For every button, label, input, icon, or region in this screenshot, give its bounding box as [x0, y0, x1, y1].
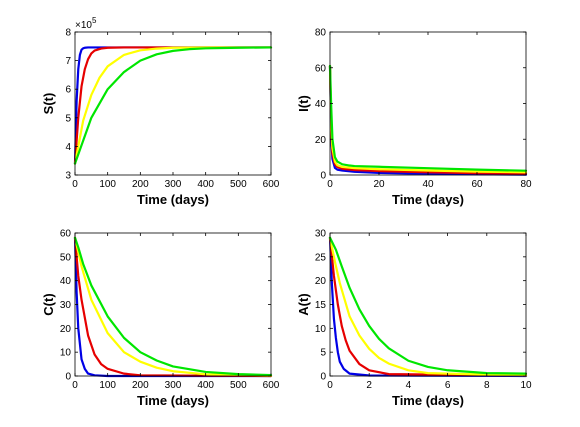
series-line-3: [328, 64, 528, 174]
series-line-1: [328, 64, 528, 176]
x-axis-label: Time (days): [392, 393, 464, 408]
y-tick-label: 40: [60, 276, 72, 287]
x-tick-label: 0: [72, 380, 78, 391]
x-tick-label: 500: [230, 380, 247, 391]
series-line-4: [73, 46, 273, 165]
series-line-3: [328, 236, 528, 377]
x-tick-label: 400: [197, 380, 214, 391]
x-tick-label: 300: [165, 179, 182, 190]
x-tick-label: 200: [132, 179, 149, 190]
axes-box: [329, 232, 527, 377]
y-tick-label: 0: [320, 171, 326, 182]
axes-box: [74, 31, 272, 176]
y-tick-label: 0: [320, 372, 326, 383]
axes-box: [329, 31, 527, 176]
series-line-1: [328, 236, 528, 378]
series-line-3: [73, 46, 273, 165]
series-line-2: [73, 46, 273, 165]
y-tick-label: 30: [60, 300, 72, 311]
x-tick-label: 200: [132, 380, 149, 391]
x-tick-label: 0: [72, 179, 78, 190]
x-axis-label: Time (days): [137, 393, 209, 408]
series-line-4: [328, 64, 528, 172]
panel-4: 0 2 4 6 8 10 0 5 10 15 20 25 30 Time (days) A(t): [296, 229, 532, 409]
y-tick-label: 60: [60, 229, 72, 240]
y-tick-label: 5: [65, 113, 71, 124]
series-line-4: [73, 236, 273, 377]
axes-box: [74, 232, 272, 377]
y-tick-label: 20: [315, 135, 327, 146]
y-tick-label: 10: [60, 348, 72, 359]
y-tick-label: 7: [65, 56, 71, 67]
y-tick-label: 10: [315, 324, 327, 335]
y-tick-label: 8: [65, 28, 71, 39]
x-tick-label: 0: [327, 380, 333, 391]
x-tick-label: 60: [471, 179, 483, 190]
y-tick-label: 6: [65, 85, 71, 96]
x-tick-label: 100: [99, 380, 116, 391]
y-tick-label: 5: [320, 348, 326, 359]
x-axis-label: Time (days): [392, 192, 464, 207]
x-tick-label: 40: [422, 179, 434, 190]
y-tick-label: 40: [315, 99, 327, 110]
y-tick-label: 15: [315, 300, 327, 311]
x-axis-label: Time (days): [137, 192, 209, 207]
y-tick-label: 60: [315, 63, 327, 74]
y-tick-label: 25: [315, 252, 327, 263]
y-multiplier-label: ×10: [75, 20, 92, 31]
x-tick-label: 10: [520, 380, 532, 391]
x-tick-label: 600: [263, 179, 280, 190]
series-line-1: [73, 46, 273, 165]
x-tick-label: 100: [99, 179, 116, 190]
series-line-2: [73, 236, 273, 378]
y-tick-label: 30: [315, 229, 327, 240]
y-axis-label: C(t): [41, 293, 56, 315]
y-tick-label: 80: [315, 28, 327, 39]
x-tick-label: 2: [366, 380, 372, 391]
y-axis-label: I(t): [296, 95, 311, 112]
x-tick-label: 600: [263, 380, 280, 391]
x-tick-label: 4: [406, 380, 412, 391]
y-tick-label: 4: [65, 142, 71, 153]
y-multiplier-exponent: 5: [92, 16, 97, 25]
series-line-2: [328, 64, 528, 175]
x-tick-label: 0: [327, 179, 333, 190]
y-tick-label: 20: [315, 276, 327, 287]
series-line-2: [328, 236, 528, 377]
x-tick-label: 400: [197, 179, 214, 190]
y-axis-label: A(t): [296, 293, 311, 315]
y-tick-label: 3: [65, 171, 71, 182]
x-tick-label: 6: [445, 380, 451, 391]
y-tick-label: 20: [60, 324, 72, 335]
x-tick-label: 500: [230, 179, 247, 190]
panel-3: 0 100 200 300 400 500 600 0 10 20 30 40 50 60 Time (da…: [41, 229, 280, 409]
y-tick-label: 0: [65, 372, 71, 383]
y-tick-label: 50: [60, 252, 72, 263]
series-line-4: [328, 236, 528, 375]
x-tick-label: 80: [520, 179, 532, 190]
series-line-3: [73, 236, 273, 377]
x-tick-label: 300: [165, 380, 182, 391]
panel-2: 0 20 40 60 80 0 20 40 60 80 Time (days) I(t): [296, 28, 532, 208]
x-tick-label: 20: [373, 179, 385, 190]
y-axis-label: S(t): [41, 93, 56, 115]
x-tick-label: 8: [484, 380, 490, 391]
series-line-1: [73, 236, 273, 378]
